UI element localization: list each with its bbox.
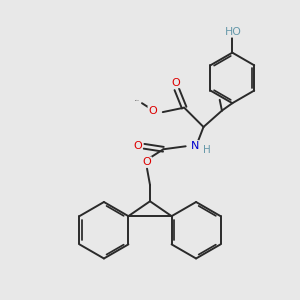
Text: methyl: methyl	[135, 100, 140, 101]
Text: O: O	[133, 141, 142, 151]
Text: O: O	[148, 106, 157, 116]
Text: H: H	[203, 145, 211, 155]
Text: O: O	[171, 78, 180, 88]
Text: N: N	[191, 141, 200, 151]
Text: O: O	[143, 157, 152, 167]
Text: HO: HO	[225, 27, 242, 37]
